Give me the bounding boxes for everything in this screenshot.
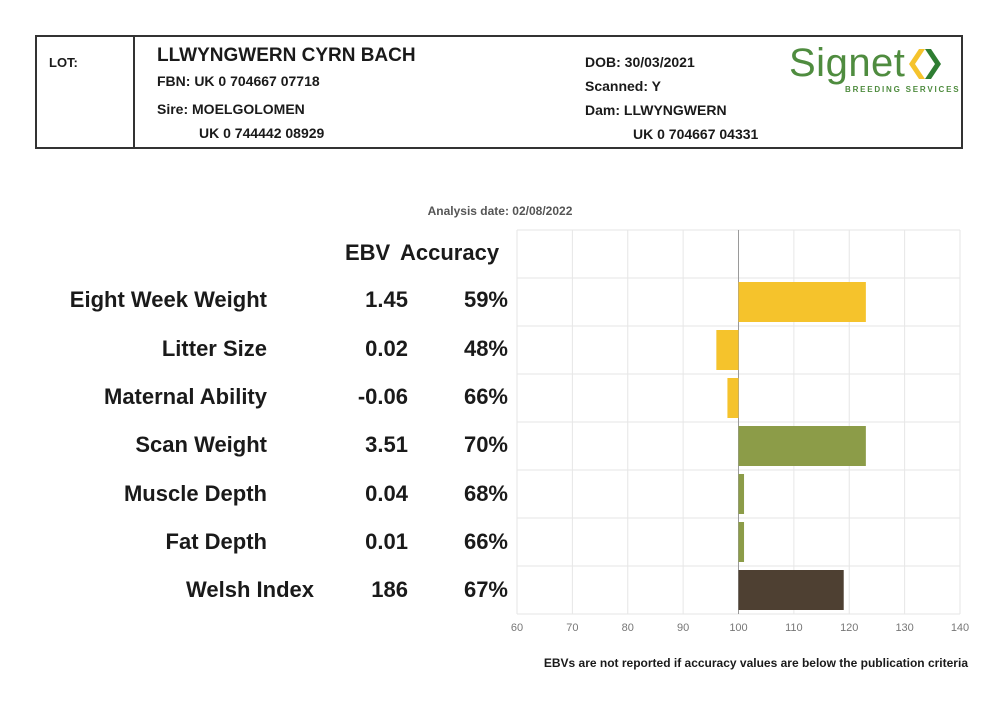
animal-name: LLWYNGWERN CYRN BACH bbox=[157, 45, 416, 66]
scanned-status: Scanned: Y bbox=[585, 78, 661, 94]
ebv-value: 0.02 bbox=[365, 336, 408, 361]
trait-label: Scan Weight bbox=[135, 432, 267, 457]
dam-name: Dam: LLWYNGWERN bbox=[585, 102, 727, 118]
trait-label: Litter Size bbox=[161, 336, 267, 361]
sire-name: Sire: MOELGOLOMEN bbox=[157, 101, 305, 117]
dam-id: UK 0 704667 04331 bbox=[633, 126, 759, 142]
logo-chevrons-icon bbox=[909, 49, 941, 79]
accuracy-column-header: Accuracy bbox=[400, 240, 500, 265]
x-tick-label: 140 bbox=[951, 622, 969, 634]
bar bbox=[738, 426, 866, 466]
bar bbox=[738, 282, 866, 322]
trait-label: Maternal Ability bbox=[104, 384, 267, 409]
x-tick-label: 70 bbox=[566, 622, 578, 634]
x-tick-label: 60 bbox=[511, 622, 523, 634]
accuracy-value: 66% bbox=[463, 529, 508, 554]
bar bbox=[738, 570, 844, 610]
accuracy-value: 67% bbox=[463, 577, 508, 602]
ebv-column-header: EBV bbox=[345, 240, 391, 265]
logo-wordmark: Signet bbox=[789, 41, 906, 85]
x-tick-label: 90 bbox=[677, 622, 689, 634]
trait-label: Welsh Index bbox=[186, 577, 314, 602]
animal-header: LOT: LLWYNGWERN CYRN BACH FBN: UK 0 7046… bbox=[35, 35, 963, 149]
lot-label: LOT: bbox=[49, 55, 78, 70]
analysis-date: Analysis date: 02/08/2022 bbox=[427, 204, 573, 218]
bar bbox=[738, 522, 745, 562]
x-tick-label: 110 bbox=[785, 622, 803, 634]
footer-note: EBVs are not reported if accuracy values… bbox=[543, 656, 968, 670]
bar bbox=[716, 330, 739, 370]
ebv-value: 1.45 bbox=[365, 287, 408, 312]
signet-logo: Signet BREEDING SERVICES bbox=[789, 41, 959, 101]
bar bbox=[738, 474, 745, 514]
date-of-birth: DOB: 30/03/2021 bbox=[585, 54, 695, 70]
x-tick-label: 130 bbox=[895, 622, 913, 634]
sire-id: UK 0 744442 08929 bbox=[199, 125, 325, 141]
x-tick-label: 120 bbox=[840, 622, 858, 634]
bar bbox=[727, 378, 739, 418]
flock-book-number: FBN: UK 0 704667 07718 bbox=[157, 73, 320, 89]
logo-subtitle: BREEDING SERVICES bbox=[845, 85, 961, 94]
accuracy-value: 68% bbox=[463, 481, 508, 506]
ebv-value: 186 bbox=[371, 577, 408, 602]
trait-label: Eight Week Weight bbox=[69, 287, 267, 312]
ebv-value: -0.06 bbox=[357, 384, 408, 409]
trait-label: Muscle Depth bbox=[123, 481, 267, 506]
accuracy-value: 48% bbox=[463, 336, 508, 361]
accuracy-value: 59% bbox=[463, 287, 508, 312]
trait-label: Fat Depth bbox=[165, 529, 267, 554]
x-tick-label: 80 bbox=[622, 622, 634, 634]
ebv-value: 0.01 bbox=[365, 529, 408, 554]
x-tick-label: 100 bbox=[729, 622, 747, 634]
ebv-value: 3.51 bbox=[365, 432, 408, 457]
accuracy-value: 70% bbox=[463, 432, 508, 457]
accuracy-value: 66% bbox=[463, 384, 508, 409]
ebv-value: 0.04 bbox=[365, 481, 408, 506]
header-divider bbox=[133, 37, 135, 147]
